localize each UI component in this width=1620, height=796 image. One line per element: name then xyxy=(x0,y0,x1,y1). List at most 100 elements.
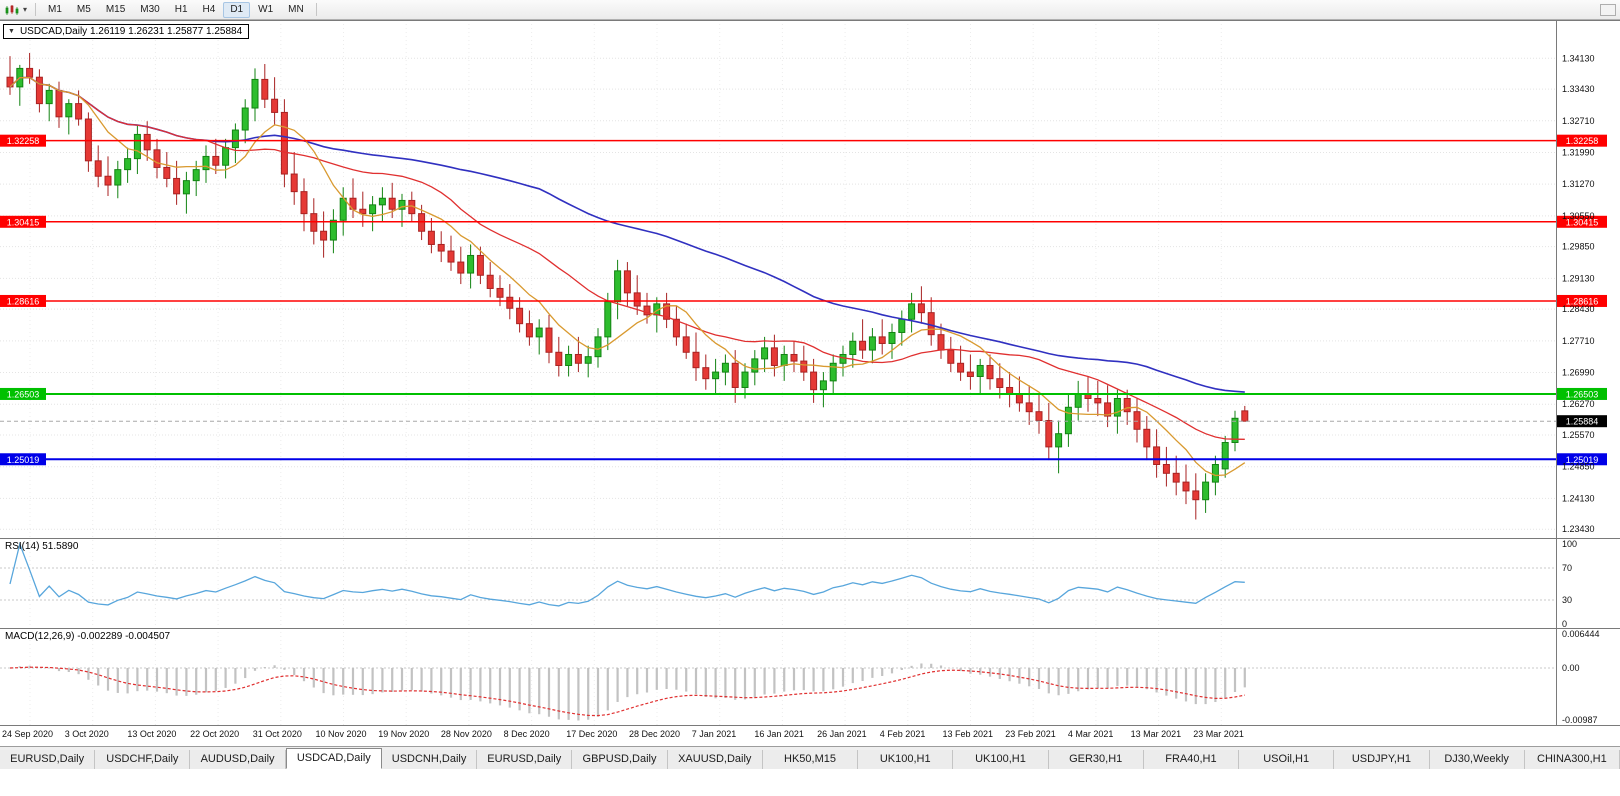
price-line-badge-label: 1.26503 xyxy=(7,389,40,399)
timeframe-button-mn[interactable]: MN xyxy=(288,3,304,15)
price-line-badge xyxy=(0,294,46,307)
candle xyxy=(898,318,906,333)
price-axis-label: 1.31270 xyxy=(1562,179,1595,189)
candle xyxy=(976,364,984,377)
chart-tab[interactable]: XAUUSD,Daily xyxy=(667,750,763,769)
timeframe-toolbar: ▾ M1 M5 M15 M30 H1 H4 D1 W1 MN xyxy=(0,0,1620,20)
candle xyxy=(859,340,867,351)
macd-axis-label: -0.00987 xyxy=(1562,715,1598,725)
price-line-badge-label: 1.30415 xyxy=(7,217,40,227)
candle xyxy=(300,191,308,215)
price-line-badge xyxy=(0,215,46,228)
candle xyxy=(388,197,396,210)
timeframe-button-h4[interactable]: H4 xyxy=(202,3,216,15)
candle xyxy=(251,78,259,109)
ma-mid-line xyxy=(9,76,1245,440)
timeframe-button-m5[interactable]: M5 xyxy=(76,3,91,15)
candle xyxy=(496,287,504,298)
candle xyxy=(124,158,132,171)
dropdown-caret-icon[interactable]: ▾ xyxy=(23,5,28,14)
candle xyxy=(1045,419,1053,448)
timeframe-button-m30[interactable]: M30 xyxy=(140,3,160,15)
date-axis-label: 26 Jan 2021 xyxy=(817,729,867,739)
macd-signal-line xyxy=(9,666,1245,717)
timeframe-button-m1[interactable]: M1 xyxy=(48,3,62,15)
price-axis[interactable] xyxy=(1556,20,1620,725)
candle xyxy=(26,67,34,78)
chart-tab[interactable]: USOil,H1 xyxy=(1239,750,1335,769)
candle xyxy=(75,103,83,120)
chart-collapse-icon[interactable]: ▼ xyxy=(8,28,15,35)
date-axis-label: 13 Oct 2020 xyxy=(127,729,176,739)
candle xyxy=(45,89,53,105)
candle xyxy=(271,98,279,113)
rsi-axis-label: 0 xyxy=(1562,619,1567,629)
candle xyxy=(163,166,171,179)
date-axis-label: 10 Nov 2020 xyxy=(316,729,367,739)
time-axis[interactable] xyxy=(0,725,1620,744)
price-line-badge-label: 1.25884 xyxy=(1566,417,1599,427)
candle xyxy=(1143,428,1151,448)
chart-tab[interactable]: USDCNH,Daily xyxy=(381,750,478,769)
candle xyxy=(1025,402,1033,413)
chart-tab[interactable]: USDJPY,H1 xyxy=(1334,750,1430,769)
candle xyxy=(261,78,269,100)
candle xyxy=(574,353,582,364)
candle xyxy=(55,89,63,118)
chart-tab[interactable]: HK50,M15 xyxy=(762,750,859,769)
chart-tab[interactable]: CHINA300,H1 xyxy=(1524,750,1620,769)
candle xyxy=(516,307,524,325)
chart-tab[interactable]: EURUSD,Daily xyxy=(477,750,573,769)
timeframe-button-m15[interactable]: M15 xyxy=(105,3,126,15)
timeframe-button-h1[interactable]: H1 xyxy=(174,3,188,15)
chart-canvas[interactable]: 1.32258 1.32258 1.30415 1.30415 1.28616 1.286… xyxy=(0,20,1620,744)
candle xyxy=(104,175,112,186)
chart-tab[interactable]: USDCAD,Daily xyxy=(285,748,382,769)
candle xyxy=(1015,393,1023,404)
candle xyxy=(839,353,847,364)
candle xyxy=(682,336,690,353)
candle xyxy=(241,107,249,131)
chart-tab[interactable]: GER30,H1 xyxy=(1048,750,1144,769)
date-axis-label: 13 Mar 2021 xyxy=(1131,729,1182,739)
chart-tab[interactable]: AUDUSD,Daily xyxy=(190,750,286,769)
chart-tab[interactable]: GBPUSD,Daily xyxy=(572,750,668,769)
price-axis-label: 1.34130 xyxy=(1562,53,1595,63)
candle xyxy=(398,199,406,210)
chart-tab[interactable]: USDCHF,Daily xyxy=(95,750,191,769)
chart-tab[interactable]: FRA40,H1 xyxy=(1143,750,1240,769)
candle xyxy=(957,362,965,373)
toolbar-overflow-button[interactable] xyxy=(1600,3,1616,16)
candle xyxy=(369,204,377,215)
price-axis-label: 1.25570 xyxy=(1562,430,1595,440)
candle xyxy=(133,133,141,160)
chart-type-icon[interactable] xyxy=(4,3,22,17)
date-axis-label: 28 Nov 2020 xyxy=(441,729,492,739)
candle xyxy=(849,340,857,355)
timeframe-button-w1[interactable]: W1 xyxy=(258,3,274,15)
candle xyxy=(594,336,602,358)
candle xyxy=(986,364,994,380)
candle xyxy=(780,353,788,366)
ma-slow-line xyxy=(9,76,1245,393)
chart-tab[interactable]: EURUSD,Daily xyxy=(0,750,96,769)
candle xyxy=(829,362,837,382)
candle xyxy=(810,371,818,391)
candle xyxy=(320,230,328,241)
candle xyxy=(702,367,710,380)
macd-axis-label: 0.00 xyxy=(1562,663,1580,673)
timeframe-button-d1[interactable]: D1 xyxy=(223,1,251,18)
candle xyxy=(731,362,739,388)
price-axis-label: 1.26270 xyxy=(1562,399,1595,409)
price-line-badge xyxy=(1557,215,1607,228)
chart-tab[interactable]: UK100,H1 xyxy=(953,750,1049,769)
candle xyxy=(35,76,43,105)
candle xyxy=(633,292,641,307)
price-line-badge xyxy=(1557,415,1607,428)
candle xyxy=(525,323,533,338)
chart-tab[interactable]: DJ30,Weekly xyxy=(1429,750,1525,769)
price-axis-label: 1.31990 xyxy=(1562,147,1595,157)
candle xyxy=(937,334,945,351)
chart-tab[interactable]: UK100,H1 xyxy=(858,750,954,769)
price-line-badge-label: 1.26503 xyxy=(1566,389,1599,399)
